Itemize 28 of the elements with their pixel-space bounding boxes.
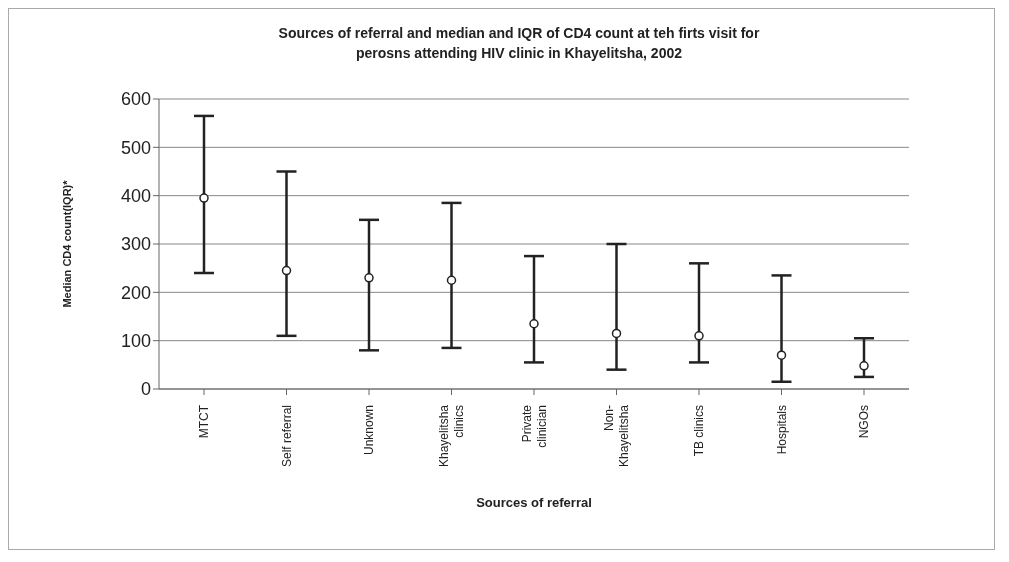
x-tick-label: MTCT	[197, 404, 211, 439]
y-tick-label: 100	[120, 331, 151, 352]
x-tick-label: Self referral	[279, 405, 294, 468]
x-tick-label: TB clinics	[692, 405, 706, 457]
point	[364, 273, 374, 283]
x-tick-label: Unknown	[362, 405, 376, 456]
y-tick-label: 300	[120, 234, 151, 255]
x-tick-label: Hospitals	[774, 405, 789, 455]
x-axis-title: Sources of referral	[476, 495, 592, 510]
point	[199, 193, 209, 203]
y-tick-label: 400	[120, 186, 151, 207]
point	[776, 350, 787, 360]
y-tick-label: 200	[120, 282, 151, 303]
point	[694, 331, 704, 341]
y-axis-title: Median CD4 count(IQR)*	[60, 179, 73, 308]
chart-title: Sources of referral and median and IQR of CD4 count at teh firts visit for perosns attending HIV clinic in Khayelitsha, 2002	[277, 24, 761, 63]
x-tick-label: Khayelitsha clinics	[437, 404, 466, 468]
x-tick-label: Non-Khayelitsha	[602, 404, 631, 468]
y-tick-label: 500	[120, 137, 151, 158]
y-tick-label: 0	[140, 379, 151, 400]
x-tick-label: Private clinician	[519, 404, 549, 448]
x-tick-label: NGOs	[857, 405, 871, 439]
point	[611, 328, 622, 339]
point	[529, 319, 539, 329]
y-tick-label: 600	[120, 89, 151, 110]
point	[859, 361, 869, 371]
point	[446, 275, 457, 285]
point	[281, 265, 292, 276]
